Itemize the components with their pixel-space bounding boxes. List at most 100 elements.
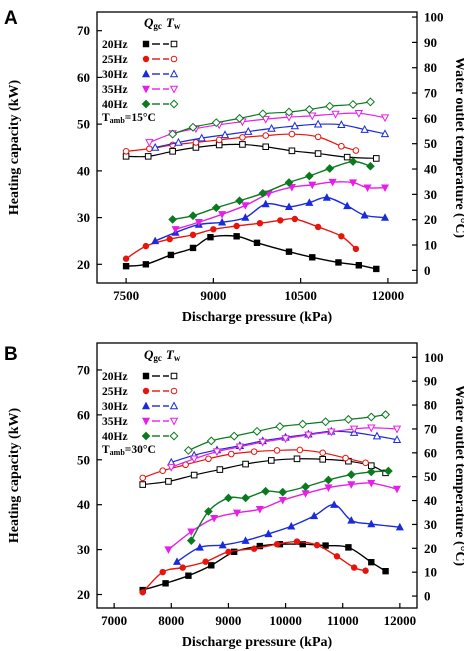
y-right-tick-label: 30: [424, 517, 437, 532]
water-temperature-point: [372, 431, 382, 440]
legend-marker-filled: [141, 99, 151, 109]
heating-capacity-point: [348, 157, 358, 166]
panel-b: B 7000 8000 9000 10000 11000 12000 Discharge pr…: [4, 342, 464, 650]
water-temperature-point: [189, 455, 199, 464]
heating-capacity-point: [241, 493, 250, 503]
water-temperature-point: [348, 99, 358, 109]
x-tick-label: 10500: [284, 288, 317, 303]
legend-marker-hollow: [170, 40, 178, 48]
heating-capacity-point: [360, 210, 369, 219]
y-left-tick-label: 70: [77, 362, 90, 377]
heating-capacity-point: [235, 196, 244, 206]
heating-capacity-point: [166, 235, 173, 243]
series-25hz: [139, 446, 369, 596]
water-temperature-point: [183, 445, 193, 455]
legend-condition: Tamb=30°C: [102, 444, 156, 457]
heating-capacity-point: [273, 541, 281, 548]
water-temperature-point: [239, 134, 246, 141]
heating-capacity-line: [142, 543, 386, 591]
water-temperature-point: [220, 130, 230, 139]
water-temperature-point: [308, 112, 317, 121]
heating-capacity-line: [172, 160, 371, 221]
y-right-tick-label: 50: [424, 469, 437, 484]
legend-label: 30Hz: [102, 401, 128, 413]
legend-header-q: Q: [144, 347, 154, 362]
heating-capacity-point: [159, 568, 166, 576]
y-left-tick-label: 40: [77, 163, 90, 178]
water-temperature-point: [367, 462, 375, 470]
legend-header-t-sub: w: [174, 21, 181, 31]
x-tick-label: 9000: [200, 288, 226, 303]
heating-capacity-point: [139, 589, 146, 596]
water-temperature-point: [250, 448, 258, 455]
y-right-tick-label: 60: [424, 111, 437, 126]
series-30hz: [150, 119, 390, 245]
heating-capacity-point: [338, 233, 345, 240]
water-temperature-point: [261, 115, 270, 124]
heating-capacity-point: [122, 255, 130, 262]
heating-capacity-point: [362, 567, 369, 574]
water-temperature-point: [159, 467, 167, 474]
x-tick-label: 7000: [101, 613, 127, 628]
water-temperature-point: [139, 474, 147, 482]
legend-marker-hollow: [169, 417, 179, 426]
y-left-axis-label: Heating capacity (kW): [7, 408, 22, 544]
y-right-tick-label: 90: [424, 374, 437, 389]
heating-capacity-point: [187, 528, 196, 536]
heating-capacity-point: [284, 178, 294, 187]
water-temperature-point: [325, 101, 335, 111]
heating-capacity-point: [395, 522, 404, 531]
water-temperature-point: [258, 438, 267, 447]
heating-capacity-point: [287, 184, 296, 192]
heating-capacity-point: [232, 509, 242, 518]
heating-capacity-point: [218, 540, 227, 549]
heating-capacity-point: [264, 529, 273, 538]
water-temperature-point: [262, 143, 270, 151]
water-temperature-point: [331, 110, 340, 119]
heating-capacity-point: [241, 213, 250, 221]
water-temperature-point: [267, 457, 275, 464]
legend-header: Qgc Tw: [144, 347, 181, 363]
heating-capacity-point: [255, 505, 264, 514]
legend-condition-sub: amb: [110, 116, 126, 125]
water-temperature-point: [354, 110, 364, 118]
legend-marker-hollow: [169, 69, 179, 78]
heating-capacity-point: [167, 251, 175, 259]
water-temperature-point: [327, 428, 336, 437]
water-temperature-point: [188, 122, 198, 132]
heating-capacity-point: [333, 553, 341, 560]
legend-label: 35Hz: [102, 84, 128, 96]
series-35hz: [145, 110, 390, 234]
y-left-tick-label: 30: [77, 542, 90, 557]
y-right-tick-label: 70: [424, 86, 437, 101]
water-temperature-point: [122, 148, 130, 155]
water-temperature-point: [314, 133, 322, 141]
heating-capacity-point: [253, 239, 261, 247]
legend-marker-filled: [141, 85, 151, 94]
water-temperature-point: [165, 478, 172, 485]
water-temperature-point: [304, 431, 313, 440]
legend-header-t-sub: w: [174, 353, 181, 363]
legend-label: 25Hz: [102, 54, 128, 66]
heating-capacity-point: [261, 199, 270, 208]
water-temperature-point: [343, 414, 353, 424]
y-right-tick-label: 10: [424, 238, 437, 253]
legend-marker-filled: [141, 431, 151, 441]
y-right-tick-label: 80: [424, 60, 437, 75]
water-temperature-point: [372, 155, 380, 162]
heating-capacity-point: [261, 486, 270, 496]
water-temperature-point: [244, 126, 253, 135]
heating-capacity-point: [241, 202, 250, 210]
water-temperature-point: [168, 129, 178, 139]
plot-frame: [96, 342, 418, 609]
heating-capacity-point: [233, 222, 240, 230]
heating-capacity-point: [210, 226, 217, 233]
water-temperature-line: [172, 101, 371, 135]
y-left-tick-label: 30: [77, 210, 90, 225]
heating-capacity-line: [154, 196, 386, 242]
heating-capacity-point: [324, 475, 333, 485]
x-tick-label: 9000: [215, 613, 241, 628]
water-temperature-point: [314, 150, 322, 157]
